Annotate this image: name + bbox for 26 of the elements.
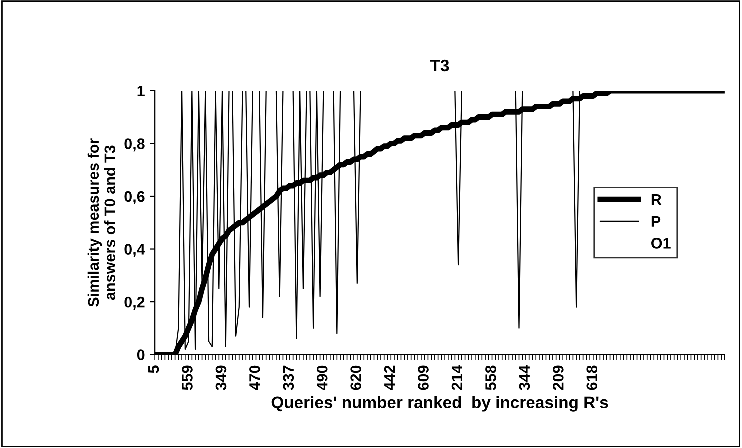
legend-label: P	[652, 216, 661, 227]
x-tick-label: 620	[350, 366, 362, 390]
x-tick-label: 490	[316, 366, 328, 390]
x-axis-title: Queries' number ranked by increasing R's	[272, 396, 608, 412]
x-tick-label: 209	[552, 366, 564, 390]
x-tick-label: 337	[283, 366, 294, 390]
x-tick-label: 442	[384, 366, 396, 390]
y-tick-label: 0	[137, 350, 145, 360]
y-tick-label: 0,2	[124, 296, 145, 310]
legend-label: R	[652, 194, 662, 205]
x-tick-label: 618	[586, 366, 598, 390]
x-tick-label: 214	[452, 365, 462, 390]
y-tick-label: 0,8	[124, 138, 145, 152]
x-tick-label: 609	[418, 366, 429, 390]
x-tick-label: 344	[519, 365, 530, 390]
x-tick-label: 559	[182, 366, 193, 390]
y-tick-label: 1	[138, 86, 145, 96]
x-tick-label: 5	[148, 366, 160, 374]
x-tick-label: 558	[486, 366, 496, 390]
y-tick-label: 0,6	[124, 191, 145, 204]
y-axis-title: Similarity measures for answers of T0 and T3	[88, 138, 116, 307]
text: O1	[652, 238, 671, 249]
chart-title: T3	[430, 60, 450, 72]
x-tick-label: 470	[250, 366, 260, 390]
x-tick-label: 349	[216, 366, 227, 390]
y-tick-label: 0,4	[124, 244, 146, 258]
